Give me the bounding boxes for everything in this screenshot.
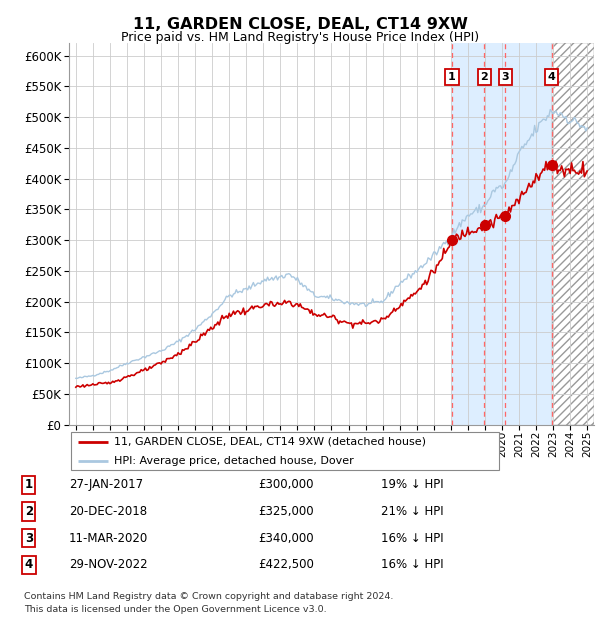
Text: 3: 3: [25, 532, 33, 544]
FancyBboxPatch shape: [71, 432, 499, 471]
Text: 11, GARDEN CLOSE, DEAL, CT14 9XW: 11, GARDEN CLOSE, DEAL, CT14 9XW: [133, 17, 467, 32]
Text: 2: 2: [481, 72, 488, 82]
Bar: [551, 43, 594, 425]
Text: 19% ↓ HPI: 19% ↓ HPI: [381, 479, 443, 491]
Bar: [551, 43, 594, 425]
Text: 21% ↓ HPI: 21% ↓ HPI: [381, 505, 443, 518]
Text: Contains HM Land Registry data © Crown copyright and database right 2024.: Contains HM Land Registry data © Crown c…: [24, 592, 394, 601]
Text: 4: 4: [548, 72, 556, 82]
Text: 20-DEC-2018: 20-DEC-2018: [69, 505, 147, 518]
Text: 1: 1: [448, 72, 456, 82]
Text: 29-NOV-2022: 29-NOV-2022: [69, 559, 148, 571]
Text: 16% ↓ HPI: 16% ↓ HPI: [381, 532, 443, 544]
Text: £340,000: £340,000: [258, 532, 314, 544]
Text: 16% ↓ HPI: 16% ↓ HPI: [381, 559, 443, 571]
Bar: [505, 43, 551, 425]
Text: 4: 4: [25, 559, 33, 571]
Bar: [452, 43, 484, 425]
Text: 27-JAN-2017: 27-JAN-2017: [69, 479, 143, 491]
Text: 1: 1: [25, 479, 33, 491]
Bar: [484, 43, 505, 425]
Text: £325,000: £325,000: [258, 505, 314, 518]
Text: £300,000: £300,000: [258, 479, 314, 491]
Text: 3: 3: [502, 72, 509, 82]
Text: This data is licensed under the Open Government Licence v3.0.: This data is licensed under the Open Gov…: [24, 604, 326, 614]
Text: 11, GARDEN CLOSE, DEAL, CT14 9XW (detached house): 11, GARDEN CLOSE, DEAL, CT14 9XW (detach…: [115, 436, 427, 446]
Text: 11-MAR-2020: 11-MAR-2020: [69, 532, 148, 544]
Text: 2: 2: [25, 505, 33, 518]
Text: Price paid vs. HM Land Registry's House Price Index (HPI): Price paid vs. HM Land Registry's House …: [121, 31, 479, 44]
Text: £422,500: £422,500: [258, 559, 314, 571]
Text: HPI: Average price, detached house, Dover: HPI: Average price, detached house, Dove…: [115, 456, 354, 466]
